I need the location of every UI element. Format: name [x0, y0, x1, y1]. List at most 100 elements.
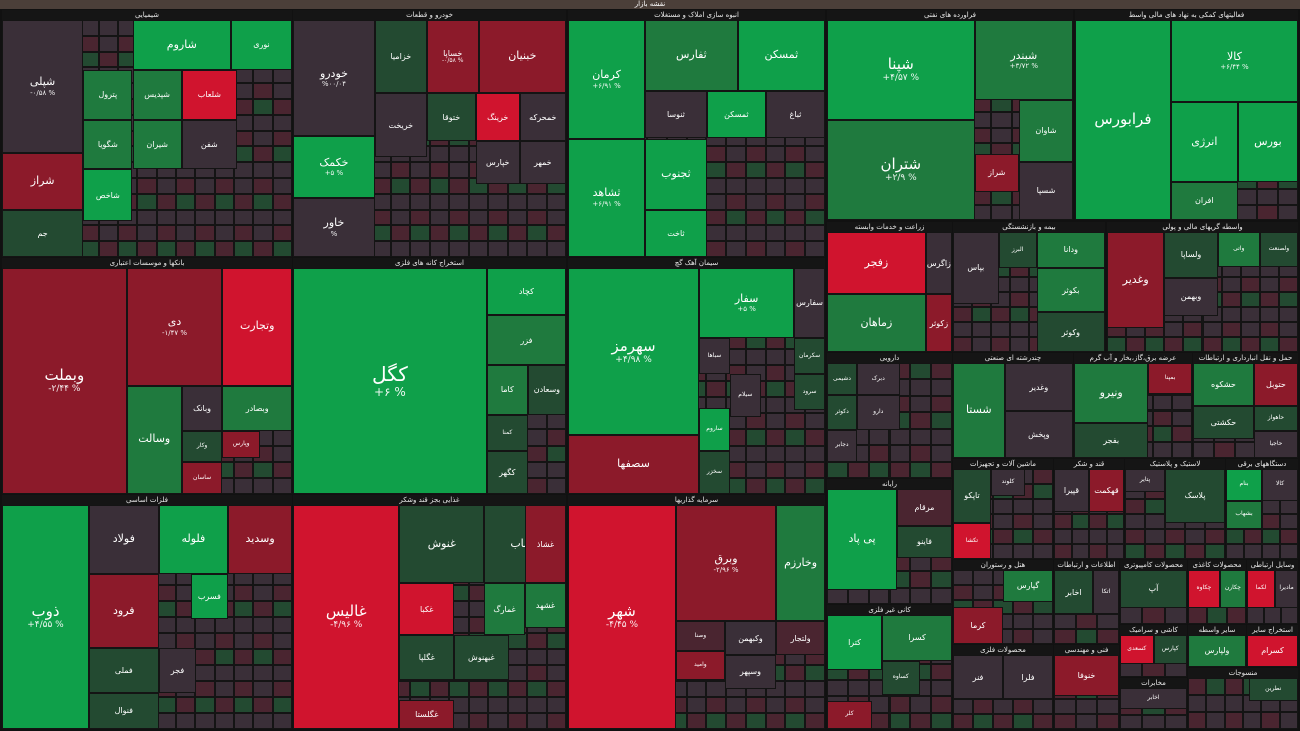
stock-tile[interactable]: کلوند [991, 469, 1025, 496]
stock-tile[interactable]: وبهمن [1164, 277, 1218, 316]
stock-tile[interactable]: حتوبل [1253, 363, 1298, 406]
stock-tile[interactable]: وبملت -۲/۴۴ % [2, 268, 127, 494]
stock-tile[interactable]: بشهاب [1226, 500, 1262, 530]
stock-tile[interactable]: بنام [1226, 469, 1262, 501]
stock-tile[interactable]: ذوب +۴/۵۵ % [2, 505, 89, 729]
stock-tile[interactable]: خاور% [293, 197, 375, 257]
stock-tile[interactable]: قهکمت [1089, 469, 1124, 513]
stock-tile[interactable]: وسدید [228, 505, 292, 575]
stock-tile[interactable]: مرقام [897, 489, 952, 526]
stock-tile[interactable]: خرینگ [475, 93, 520, 141]
stock-tile[interactable]: شتران +۲/۹ % [827, 120, 975, 220]
stock-tile[interactable]: شگویا [83, 119, 133, 170]
stock-tile[interactable]: انرژی [1170, 102, 1238, 182]
stock-tile[interactable]: نطرین [1248, 678, 1298, 701]
stock-tile[interactable]: شفن [181, 119, 237, 170]
stock-tile[interactable]: زاگرس [925, 232, 952, 295]
stock-tile[interactable]: خزامیا [374, 20, 427, 94]
stock-tile[interactable]: شسپا [1018, 162, 1073, 220]
stock-tile[interactable]: تاپکو [953, 469, 991, 523]
stock-tile[interactable]: وغدیر [1004, 363, 1073, 412]
stock-tile[interactable]: بکوثر [1036, 268, 1105, 313]
stock-tile[interactable]: اخابر [1120, 688, 1187, 709]
stock-tile[interactable]: فجر [158, 648, 197, 694]
stock-tile[interactable]: شاروم [132, 20, 232, 70]
stock-tile[interactable]: وبرق -۲/۹۶ % [675, 505, 777, 622]
stock-tile[interactable]: خپارس [475, 140, 520, 184]
stock-tile[interactable]: ثنوسا [645, 91, 707, 139]
stock-tile[interactable]: کگل +۶ % [293, 268, 487, 494]
stock-tile[interactable]: کپارس [1153, 635, 1187, 665]
stock-tile[interactable]: پتایر [1125, 469, 1165, 492]
stock-tile[interactable]: کترا [827, 615, 882, 670]
stock-tile[interactable]: کسرام [1247, 635, 1298, 667]
stock-tile[interactable]: ولتجار [776, 621, 825, 656]
stock-tile[interactable]: کالا +۶/۴۴ % [1170, 20, 1298, 102]
stock-tile[interactable]: لکما [1247, 570, 1276, 608]
stock-tile[interactable]: ولساپا [1164, 232, 1218, 278]
stock-tile[interactable]: غگلپا [399, 634, 455, 680]
stock-tile[interactable]: بپاس [953, 232, 999, 304]
stock-tile[interactable]: دکوثر [827, 395, 857, 430]
stock-tile[interactable]: خریخت [374, 93, 427, 158]
stock-tile[interactable]: ولصنعت [1259, 232, 1298, 267]
stock-tile[interactable]: وخارزم [776, 505, 825, 622]
stock-tile[interactable]: فلوله [158, 505, 229, 575]
stock-tile[interactable]: فملی [89, 648, 159, 694]
stock-tile[interactable]: شپنا +۴/۵۷ % [827, 20, 975, 120]
stock-tile[interactable]: دی -۱/۴۷ % [126, 268, 223, 386]
stock-tile[interactable]: پلاسک [1165, 469, 1225, 523]
stock-tile[interactable]: ساروم [699, 408, 730, 452]
stock-tile[interactable]: فنر [953, 655, 1003, 700]
stock-tile[interactable]: ولپارس [1188, 635, 1246, 667]
stock-tile[interactable]: اخابر [1054, 570, 1093, 615]
stock-tile[interactable]: ودانا [1036, 232, 1105, 268]
stock-tile[interactable]: بورس [1237, 102, 1298, 182]
stock-tile[interactable]: وپارس [222, 430, 261, 458]
stock-tile[interactable]: حاهواز [1253, 405, 1298, 432]
stock-tile[interactable]: وصنا [675, 621, 725, 651]
stock-tile[interactable]: غبهنوش [454, 634, 509, 680]
stock-tile[interactable]: وتجارت [222, 268, 292, 386]
stock-tile[interactable]: سصفها [568, 435, 700, 494]
stock-tile[interactable]: دشیمی [827, 363, 857, 396]
stock-tile[interactable]: وسالت [126, 385, 182, 494]
stock-tile[interactable]: ختوقا [426, 93, 476, 141]
stock-tile[interactable]: غمارگ [484, 583, 526, 635]
stock-tile[interactable]: سرود [794, 374, 825, 411]
stock-tile[interactable]: زماهان [827, 294, 926, 352]
stock-tile[interactable]: فولاد [89, 505, 159, 575]
stock-tile[interactable]: زفجر [827, 232, 926, 295]
stock-tile[interactable]: دارو [857, 395, 900, 430]
stock-tile[interactable]: شبندر +۳/۷۲ % [974, 20, 1073, 100]
stock-tile[interactable]: ثباغ [765, 91, 825, 139]
stock-tile[interactable]: غشهد [525, 583, 566, 629]
stock-tile[interactable]: ثاخت [645, 209, 707, 257]
stock-tile[interactable]: کرما [953, 607, 1003, 644]
stock-tile[interactable]: خمحرکه [519, 93, 566, 141]
stock-tile[interactable]: شپدیس [132, 69, 182, 120]
stock-tile[interactable]: غگلستا [399, 699, 455, 729]
stock-tile[interactable]: وسپهر [724, 655, 777, 689]
stock-tile[interactable]: ثمسکن [706, 91, 766, 139]
stock-tile[interactable]: وکار [181, 430, 223, 463]
stock-tile[interactable]: فنوال [89, 693, 159, 729]
stock-tile[interactable]: سفار +۵ % [699, 268, 795, 339]
stock-tile[interactable]: اتکا [1093, 570, 1119, 615]
stock-tile[interactable]: کاما [486, 365, 528, 415]
stock-tile[interactable]: وپخش [1004, 411, 1073, 458]
stock-tile[interactable]: شاوان [1018, 100, 1073, 162]
stock-tile[interactable]: وبصادر [222, 385, 292, 431]
stock-tile[interactable]: شراز [2, 152, 84, 210]
stock-tile[interactable]: فسرب [190, 574, 229, 620]
stock-tile[interactable]: غالیس -۴/۹۶ % [293, 505, 400, 729]
stock-tile[interactable]: خمهر [519, 140, 566, 184]
stock-tile[interactable]: کرمان +۶/۹۱ % [568, 20, 646, 139]
stock-tile[interactable]: تکشا [953, 523, 991, 559]
stock-tile[interactable]: وبانک [181, 385, 223, 431]
stock-tile[interactable]: خودرو %۰۰/۰۴ [293, 20, 375, 137]
stock-tile[interactable]: کلر [827, 700, 872, 729]
stock-tile[interactable]: ونیرو [1074, 363, 1149, 423]
stock-tile[interactable]: سفارس [794, 268, 825, 339]
stock-tile[interactable]: واتی [1217, 232, 1260, 267]
